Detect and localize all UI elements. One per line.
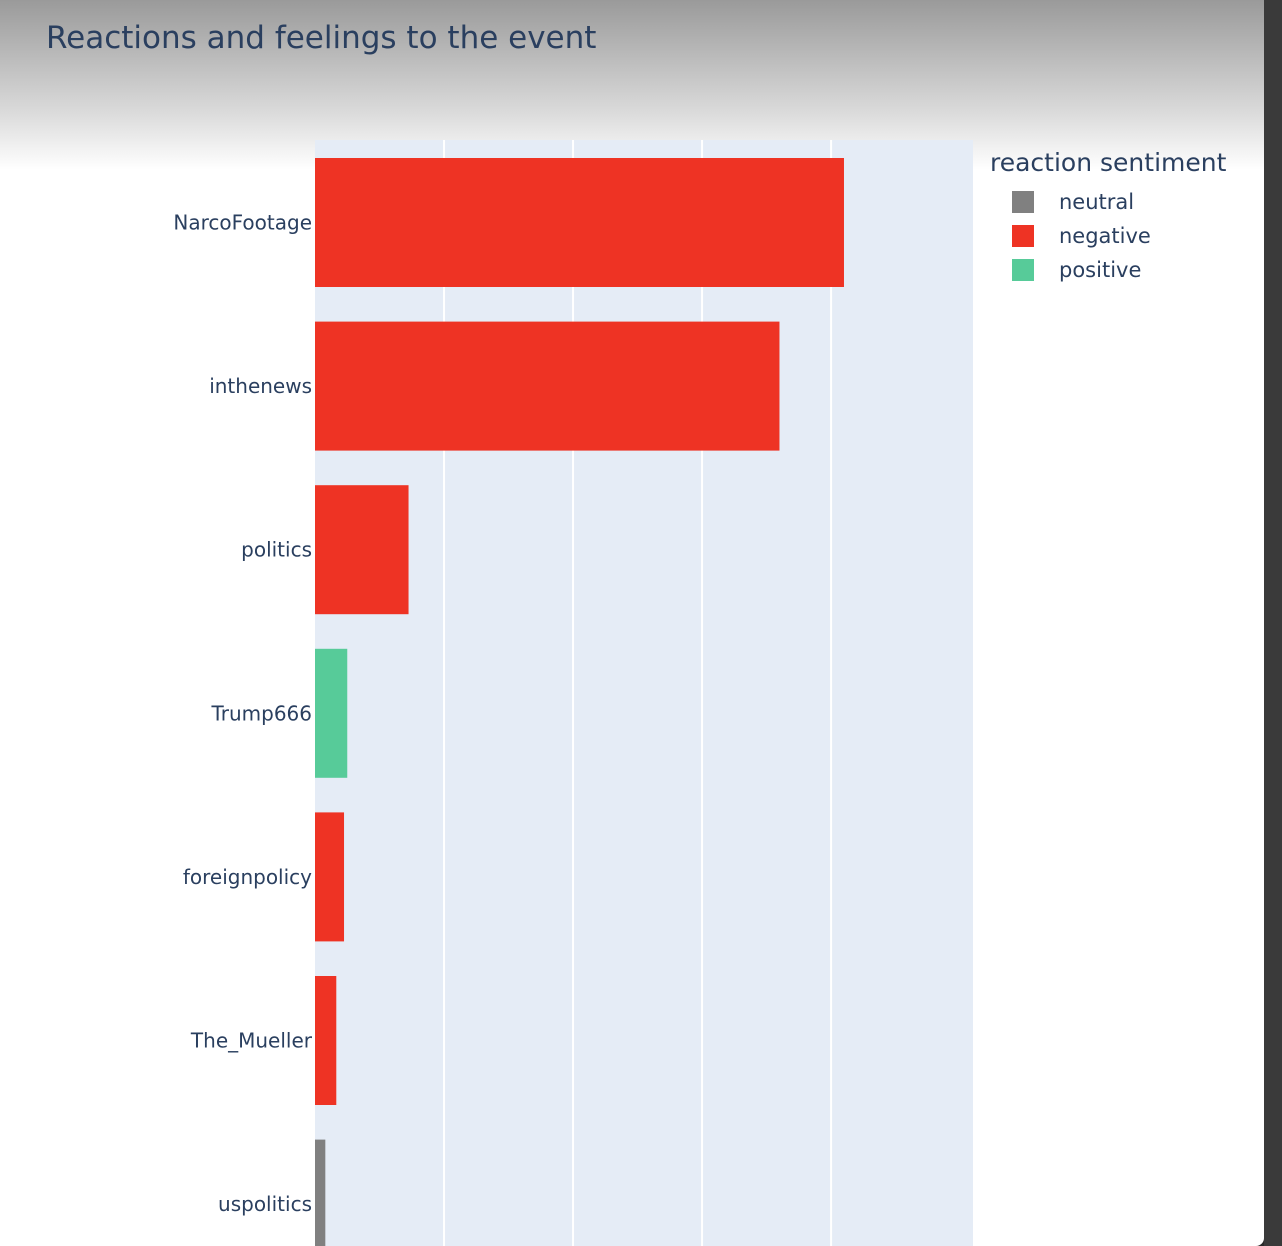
legend-label-negative: negative bbox=[1059, 224, 1151, 248]
y-tick-label: politics bbox=[241, 538, 312, 562]
legend-swatch-positive bbox=[1012, 259, 1034, 281]
chart-title: Reactions and feelings to the event bbox=[46, 20, 597, 56]
legend-item-negative[interactable]: negative bbox=[990, 219, 1226, 253]
bar-The_Mueller[interactable] bbox=[315, 976, 337, 1105]
bar-Trump666[interactable] bbox=[315, 648, 348, 778]
legend-swatch-negative bbox=[1012, 225, 1034, 247]
legend-label-positive: positive bbox=[1059, 258, 1142, 282]
bar-uspolitics[interactable] bbox=[315, 1139, 326, 1246]
window-edge bbox=[1264, 0, 1282, 1246]
y-tick-label: uspolitics bbox=[218, 1192, 312, 1216]
bar-inthenews[interactable] bbox=[315, 321, 780, 451]
legend-item-neutral[interactable]: neutral bbox=[990, 185, 1226, 219]
legend-title: reaction sentiment bbox=[990, 148, 1227, 177]
y-tick-label: inthenews bbox=[209, 374, 312, 398]
y-tick-label: NarcoFootage bbox=[173, 211, 312, 235]
bar-foreignpolicy[interactable] bbox=[315, 812, 345, 942]
legend-label-neutral: neutral bbox=[1059, 190, 1135, 214]
legend-swatch-neutral bbox=[1012, 191, 1034, 213]
y-tick-label: The_Mueller bbox=[190, 1029, 313, 1053]
bar-NarcoFootage[interactable] bbox=[315, 158, 844, 287]
y-tick-label: foreignpolicy bbox=[183, 865, 312, 889]
legend-item-positive[interactable]: positive bbox=[990, 253, 1226, 287]
legend: reaction sentiment neutral negative posi… bbox=[990, 148, 1226, 287]
y-tick-label: Trump666 bbox=[210, 701, 312, 725]
bar-politics[interactable] bbox=[315, 485, 409, 615]
